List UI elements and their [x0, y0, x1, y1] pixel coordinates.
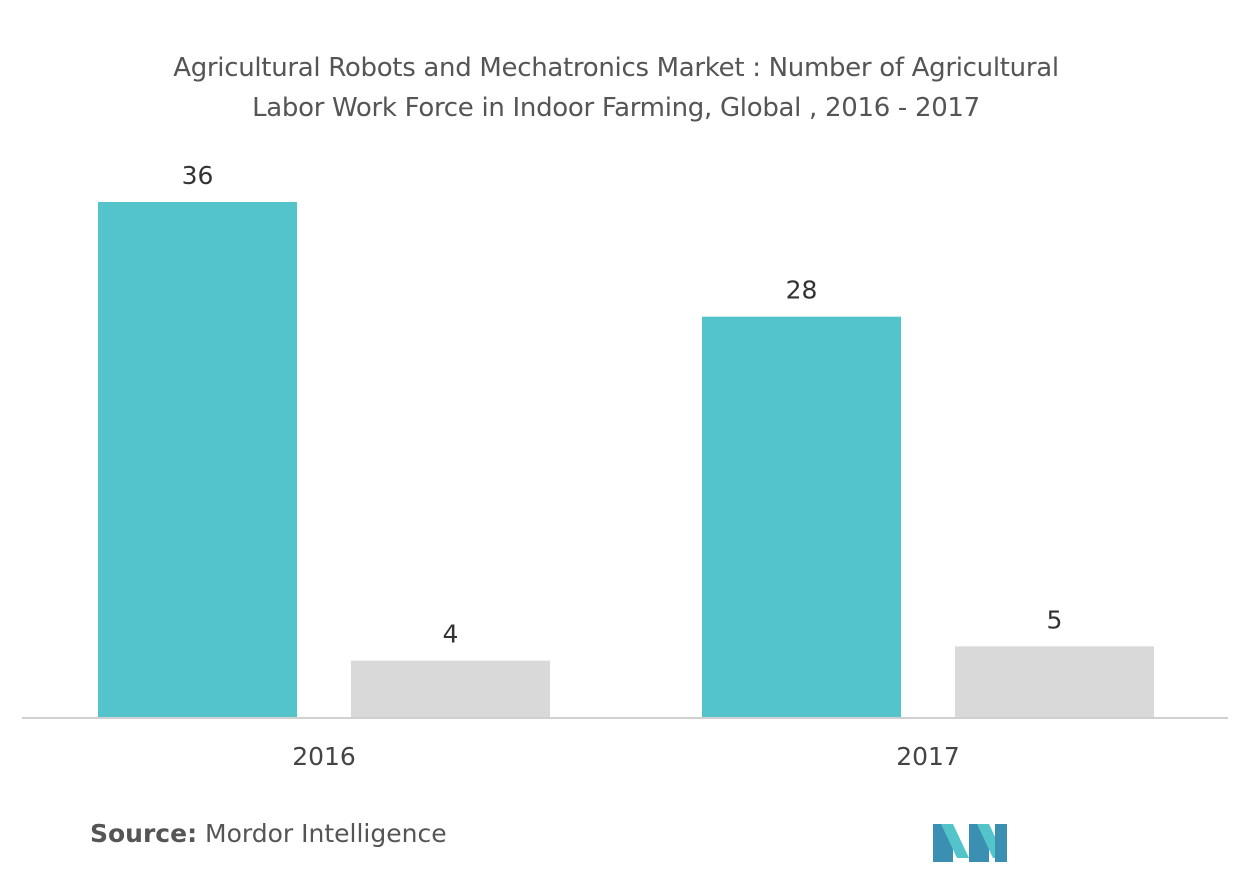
source-text: Mordor Intelligence — [205, 819, 447, 848]
mordor-intelligence-logo-icon — [933, 824, 1007, 862]
x-tick-label-2016: 2016 — [292, 742, 356, 771]
bar-2017-series-1 — [702, 316, 901, 718]
chart-title-line-2: Labor Work Force in Indoor Farming, Glob… — [252, 93, 980, 123]
bar-2016-series-2 — [351, 660, 550, 718]
data-label-2017-series-2: 5 — [1047, 605, 1063, 634]
data-label-2016-series-1: 36 — [182, 161, 214, 190]
source-label: Source: — [90, 819, 198, 848]
data-label-2017-series-1: 28 — [786, 276, 818, 305]
bar-2016-series-1 — [98, 202, 297, 718]
bar-2017-series-2 — [955, 646, 1154, 718]
source-note: Source: Mordor Intelligence — [90, 819, 447, 848]
x-tick-label-2017: 2017 — [896, 742, 960, 771]
labels-group: 36 4 2016 28 5 2017 — [182, 161, 1063, 771]
bars-group — [98, 202, 1154, 718]
data-label-2016-series-2: 4 — [443, 620, 459, 649]
chart-title: Agricultural Robots and Mechatronics Mar… — [0, 48, 1232, 128]
chart-title-line-1: Agricultural Robots and Mechatronics Mar… — [173, 53, 1059, 83]
